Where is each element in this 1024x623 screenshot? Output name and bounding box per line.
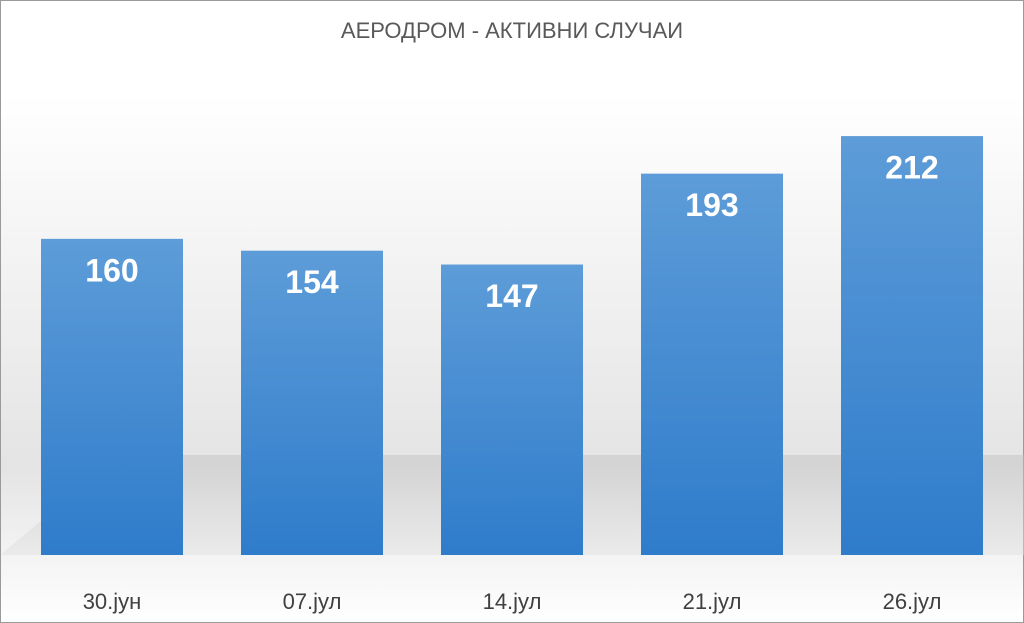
x-tick-label: 26.јул [883, 589, 942, 614]
bar [441, 264, 583, 555]
x-tick-label: 14.јул [483, 589, 542, 614]
x-tick-label: 21.јул [683, 589, 742, 614]
bar [641, 173, 783, 555]
data-label: 154 [285, 264, 339, 300]
data-label: 193 [685, 187, 738, 223]
data-label: 147 [485, 278, 538, 314]
bar [41, 238, 183, 555]
bar [841, 136, 983, 555]
data-label: 160 [85, 252, 138, 288]
data-label: 212 [885, 150, 938, 186]
x-tick-label: 30.јун [83, 589, 142, 614]
bar [241, 250, 383, 556]
chart-title: АЕРОДРОМ - АКТИВНИ СЛУЧАИ [341, 18, 683, 43]
x-tick-label: 07.јул [283, 589, 342, 614]
